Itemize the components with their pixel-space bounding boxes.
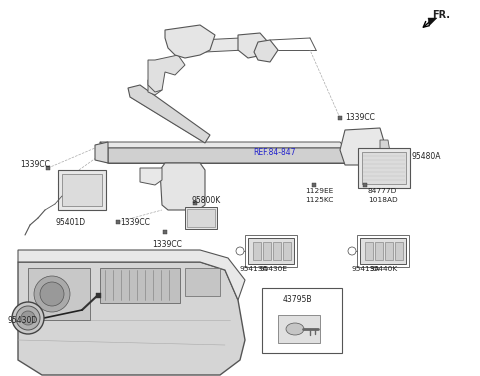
Polygon shape (160, 163, 205, 210)
Bar (248, 238, 294, 264)
Polygon shape (128, 85, 210, 143)
Ellipse shape (21, 311, 35, 325)
Bar (360, 238, 406, 264)
Bar (385, 242, 393, 260)
Text: 95413A: 95413A (352, 266, 380, 272)
Bar (357, 235, 409, 267)
Bar (253, 242, 261, 260)
Polygon shape (100, 142, 345, 148)
Bar (100, 268, 180, 303)
Text: 43795B: 43795B (283, 295, 312, 304)
Bar (185, 268, 220, 296)
Bar (312, 183, 316, 187)
Text: 1339CC: 1339CC (120, 218, 150, 227)
Bar (338, 116, 342, 120)
Bar (58, 170, 106, 210)
Ellipse shape (12, 302, 44, 334)
Polygon shape (238, 33, 268, 58)
Bar (362, 152, 406, 184)
Polygon shape (105, 148, 348, 163)
Polygon shape (100, 142, 108, 163)
Bar (96, 293, 100, 297)
Bar (363, 183, 367, 187)
Text: FR.: FR. (432, 10, 450, 20)
Bar (28, 268, 90, 320)
Text: 95430E: 95430E (260, 266, 288, 272)
Text: 1339CC: 1339CC (20, 160, 50, 169)
Text: 1018AD: 1018AD (368, 197, 397, 203)
Polygon shape (18, 262, 245, 375)
Text: 95430D: 95430D (8, 316, 38, 325)
Text: 95401D: 95401D (55, 218, 85, 227)
Circle shape (348, 247, 356, 255)
Bar (116, 220, 120, 224)
Bar (46, 166, 50, 170)
Polygon shape (148, 55, 185, 92)
Ellipse shape (16, 306, 40, 330)
Bar (278, 315, 320, 343)
Bar (163, 230, 167, 234)
Bar (193, 201, 197, 205)
Text: 84777D: 84777D (368, 188, 397, 194)
Polygon shape (428, 18, 437, 26)
Bar (358, 148, 410, 188)
Text: 95480A: 95480A (412, 152, 442, 161)
Circle shape (40, 282, 64, 306)
Polygon shape (18, 250, 245, 300)
Ellipse shape (286, 323, 304, 335)
Text: 1339CC: 1339CC (345, 113, 375, 122)
Bar (185, 207, 217, 229)
Bar (365, 242, 373, 260)
Text: 95413A: 95413A (240, 266, 268, 272)
Circle shape (34, 276, 70, 312)
Text: 1125KC: 1125KC (305, 197, 334, 203)
Text: 1129EE: 1129EE (305, 188, 333, 194)
Bar (62, 174, 102, 206)
Bar (262, 288, 342, 353)
Polygon shape (200, 38, 245, 52)
Bar (375, 242, 383, 260)
Bar (263, 242, 271, 260)
Text: REF.84-847: REF.84-847 (253, 148, 296, 157)
Bar (273, 242, 281, 260)
Text: 95800K: 95800K (192, 196, 221, 205)
Polygon shape (140, 168, 162, 185)
Polygon shape (165, 25, 215, 58)
Circle shape (236, 247, 244, 255)
Polygon shape (254, 40, 278, 62)
Polygon shape (148, 78, 162, 95)
Polygon shape (95, 142, 108, 163)
Bar (245, 235, 297, 267)
Bar (283, 242, 291, 260)
Bar (187, 209, 215, 227)
Polygon shape (340, 128, 385, 165)
Text: 1339CC: 1339CC (152, 240, 182, 249)
Bar (395, 242, 403, 260)
Polygon shape (380, 140, 390, 160)
Text: 95440K: 95440K (370, 266, 398, 272)
